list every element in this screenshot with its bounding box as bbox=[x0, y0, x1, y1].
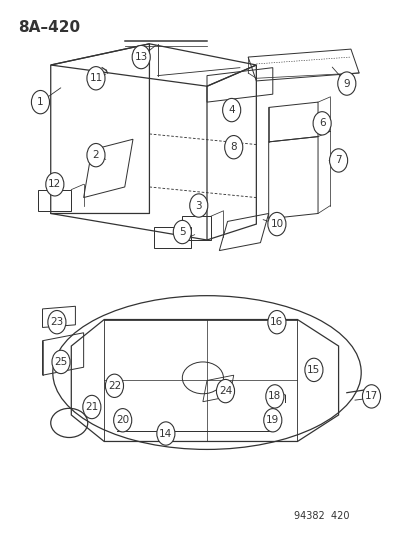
Text: 21: 21 bbox=[85, 402, 98, 412]
Circle shape bbox=[361, 385, 380, 408]
Circle shape bbox=[46, 173, 64, 196]
Circle shape bbox=[48, 311, 66, 334]
Circle shape bbox=[267, 213, 285, 236]
Circle shape bbox=[265, 385, 283, 408]
Text: 11: 11 bbox=[89, 73, 102, 83]
Circle shape bbox=[189, 194, 207, 217]
Circle shape bbox=[132, 45, 150, 69]
Circle shape bbox=[83, 395, 101, 419]
Circle shape bbox=[312, 112, 330, 135]
Text: 20: 20 bbox=[116, 415, 129, 425]
Circle shape bbox=[105, 374, 123, 398]
Circle shape bbox=[52, 350, 70, 374]
Text: 8: 8 bbox=[230, 142, 237, 152]
Text: 19: 19 bbox=[266, 415, 279, 425]
Text: 15: 15 bbox=[306, 365, 320, 375]
Text: 14: 14 bbox=[159, 429, 172, 439]
Circle shape bbox=[216, 379, 234, 403]
Circle shape bbox=[114, 409, 131, 432]
Circle shape bbox=[157, 422, 175, 445]
Text: 2: 2 bbox=[93, 150, 99, 160]
Circle shape bbox=[304, 358, 322, 382]
Circle shape bbox=[87, 67, 105, 90]
Text: 16: 16 bbox=[270, 317, 283, 327]
Text: 6: 6 bbox=[318, 118, 325, 128]
Text: 5: 5 bbox=[178, 227, 185, 237]
Text: 24: 24 bbox=[218, 386, 232, 396]
Text: 13: 13 bbox=[134, 52, 147, 62]
Text: 1: 1 bbox=[37, 97, 44, 107]
Text: 94382  420: 94382 420 bbox=[294, 511, 349, 521]
Circle shape bbox=[267, 311, 285, 334]
Circle shape bbox=[329, 149, 347, 172]
Circle shape bbox=[222, 99, 240, 122]
Text: 3: 3 bbox=[195, 200, 202, 211]
Text: 4: 4 bbox=[228, 105, 235, 115]
Text: 12: 12 bbox=[48, 179, 61, 189]
Text: 23: 23 bbox=[50, 317, 63, 327]
Text: 18: 18 bbox=[268, 391, 281, 401]
Circle shape bbox=[173, 220, 191, 244]
Text: 8A–420: 8A–420 bbox=[18, 20, 80, 35]
Text: 10: 10 bbox=[270, 219, 283, 229]
Text: 7: 7 bbox=[335, 156, 341, 165]
Text: 9: 9 bbox=[343, 78, 349, 88]
Circle shape bbox=[263, 409, 281, 432]
Text: 17: 17 bbox=[364, 391, 377, 401]
Circle shape bbox=[224, 135, 242, 159]
Text: 25: 25 bbox=[54, 357, 67, 367]
Circle shape bbox=[337, 72, 355, 95]
Text: 22: 22 bbox=[108, 381, 121, 391]
Circle shape bbox=[31, 91, 50, 114]
Circle shape bbox=[87, 143, 105, 167]
